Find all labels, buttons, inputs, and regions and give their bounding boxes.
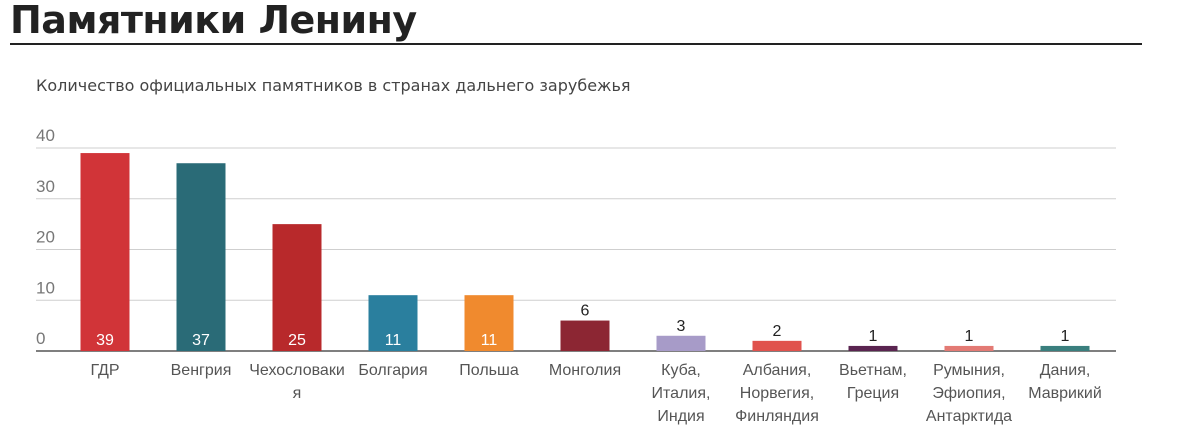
bar bbox=[656, 335, 706, 351]
data-label: 6 bbox=[581, 303, 590, 320]
y-tick-label: 20 bbox=[36, 228, 55, 247]
page-title: Памятники Ленину bbox=[10, 0, 417, 42]
y-tick-label: 30 bbox=[36, 177, 55, 196]
bar bbox=[944, 345, 994, 351]
bar bbox=[80, 153, 130, 351]
title-underline bbox=[10, 43, 1142, 45]
x-tick-label: Албания, Норвегия, Финляндия bbox=[735, 362, 819, 425]
chart-subtitle: Количество официальных памятников в стра… bbox=[36, 76, 631, 95]
x-tick-label: Вьетнам, Греция bbox=[839, 362, 907, 402]
y-tick-label: 10 bbox=[36, 278, 55, 297]
bar bbox=[1040, 345, 1090, 351]
data-label: 2 bbox=[773, 323, 782, 340]
bar bbox=[272, 224, 322, 351]
x-tick-label: Польша bbox=[459, 362, 519, 379]
data-label: 25 bbox=[288, 332, 306, 349]
y-tick-label: 0 bbox=[36, 329, 45, 348]
data-label: 39 bbox=[96, 332, 114, 349]
y-tick-label: 40 bbox=[36, 126, 55, 145]
data-label: 1 bbox=[965, 328, 974, 345]
x-tick-label: ГДР bbox=[90, 362, 119, 379]
bars bbox=[80, 153, 1090, 351]
x-tick-label: Венгрия bbox=[171, 362, 232, 379]
bar bbox=[752, 340, 802, 351]
x-tick-label: Куба, Италия, Индия bbox=[652, 362, 711, 425]
data-label: 3 bbox=[677, 318, 686, 335]
bar bbox=[848, 345, 898, 351]
data-label: 1 bbox=[1061, 328, 1070, 345]
data-label: 11 bbox=[385, 332, 402, 349]
data-label: 37 bbox=[192, 332, 210, 349]
x-tick-label: Болгария bbox=[358, 362, 427, 379]
bar bbox=[368, 295, 418, 351]
x-tick-label: Монголия bbox=[549, 362, 621, 379]
x-tick-label: Румыния, Эфиопия, Антарктида bbox=[926, 362, 1012, 425]
data-label: 11 bbox=[481, 332, 498, 349]
data-label: 1 bbox=[869, 328, 878, 345]
bar bbox=[560, 320, 610, 351]
bar bbox=[464, 295, 514, 351]
x-tick-label: Чехословаки я bbox=[249, 362, 345, 402]
x-tick-label: Дания, Маврикий bbox=[1028, 362, 1102, 402]
bar bbox=[176, 163, 226, 351]
